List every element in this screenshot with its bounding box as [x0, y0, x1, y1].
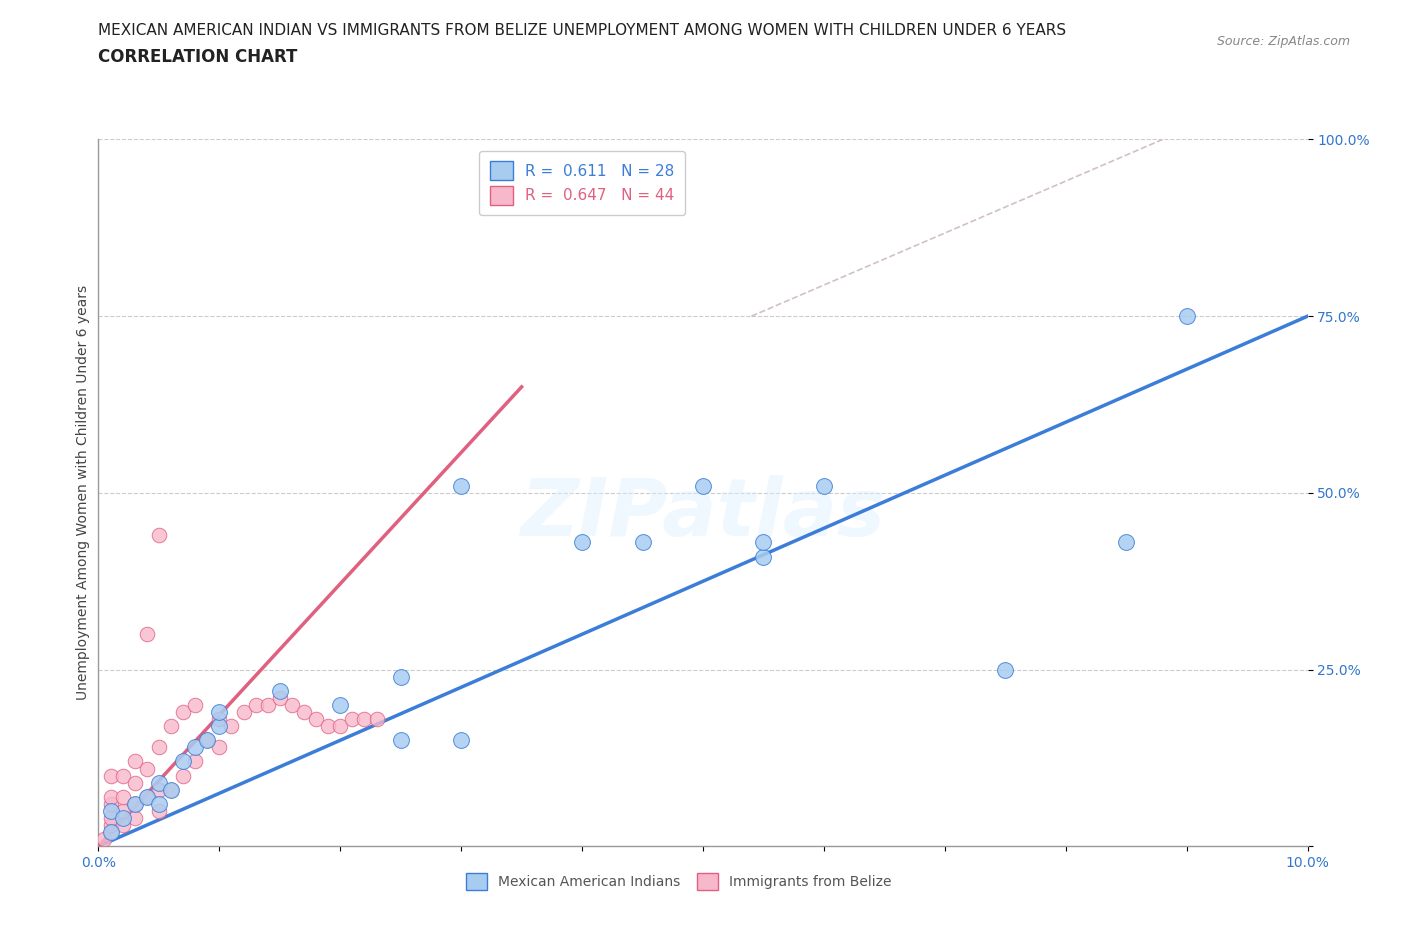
Y-axis label: Unemployment Among Women with Children Under 6 years: Unemployment Among Women with Children U… — [76, 286, 90, 700]
Point — [135, 761, 157, 776]
Point — [172, 754, 194, 769]
Point — [160, 719, 183, 734]
Point — [450, 478, 472, 493]
Text: CORRELATION CHART: CORRELATION CHART — [98, 48, 298, 66]
Point — [100, 768, 122, 783]
Point — [256, 698, 278, 712]
Point — [111, 804, 134, 818]
Point — [111, 817, 134, 832]
Point — [813, 478, 835, 493]
Point — [172, 705, 194, 720]
Point — [269, 690, 291, 705]
Point — [135, 627, 157, 642]
Point — [184, 740, 207, 755]
Point — [329, 698, 352, 712]
Point — [160, 782, 183, 797]
Point — [172, 768, 194, 783]
Point — [124, 811, 146, 826]
Point — [100, 796, 122, 811]
Point — [232, 705, 254, 720]
Point — [124, 754, 146, 769]
Point — [148, 776, 170, 790]
Point — [389, 670, 412, 684]
Point — [148, 804, 170, 818]
Point — [135, 790, 157, 804]
Point — [111, 790, 134, 804]
Point — [184, 698, 207, 712]
Point — [221, 719, 243, 734]
Point — [124, 796, 146, 811]
Point — [752, 549, 775, 564]
Text: Source: ZipAtlas.com: Source: ZipAtlas.com — [1216, 35, 1350, 48]
Point — [111, 811, 134, 826]
Point — [366, 711, 388, 726]
Point — [100, 811, 122, 826]
Point — [631, 535, 654, 550]
Point — [1115, 535, 1137, 550]
Point — [342, 711, 364, 726]
Point — [195, 733, 218, 748]
Point — [994, 662, 1017, 677]
Point — [93, 831, 115, 846]
Point — [100, 817, 122, 832]
Point — [100, 804, 122, 818]
Legend: Mexican American Indians, Immigrants from Belize: Mexican American Indians, Immigrants fro… — [461, 868, 897, 896]
Point — [160, 782, 183, 797]
Point — [195, 733, 218, 748]
Point — [292, 705, 315, 720]
Point — [208, 705, 231, 720]
Point — [148, 740, 170, 755]
Point — [148, 796, 170, 811]
Point — [148, 782, 170, 797]
Point — [1175, 309, 1198, 324]
Point — [124, 776, 146, 790]
Point — [316, 719, 339, 734]
Point — [100, 790, 122, 804]
Point — [450, 733, 472, 748]
Point — [692, 478, 714, 493]
Point — [245, 698, 267, 712]
Point — [124, 796, 146, 811]
Point — [208, 711, 231, 726]
Point — [571, 535, 593, 550]
Point — [100, 825, 122, 840]
Point — [329, 719, 352, 734]
Point — [208, 740, 231, 755]
Point — [353, 711, 375, 726]
Point — [148, 528, 170, 543]
Text: MEXICAN AMERICAN INDIAN VS IMMIGRANTS FROM BELIZE UNEMPLOYMENT AMONG WOMEN WITH : MEXICAN AMERICAN INDIAN VS IMMIGRANTS FR… — [98, 23, 1067, 38]
Point — [100, 825, 122, 840]
Point — [752, 535, 775, 550]
Point — [111, 768, 134, 783]
Text: ZIPatlas: ZIPatlas — [520, 475, 886, 553]
Point — [184, 754, 207, 769]
Point — [269, 684, 291, 698]
Point — [208, 719, 231, 734]
Point — [389, 733, 412, 748]
Point — [281, 698, 304, 712]
Point — [305, 711, 328, 726]
Point — [135, 790, 157, 804]
